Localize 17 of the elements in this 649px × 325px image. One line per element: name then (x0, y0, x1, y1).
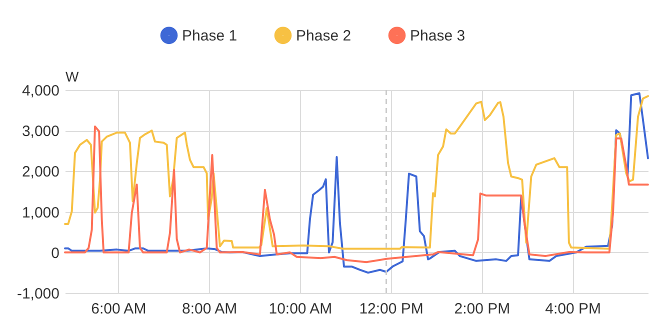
y-tick-label: 1,000 (22, 204, 60, 222)
x-tick-label: 4:00 PM (545, 300, 602, 318)
line-series (64, 126, 649, 264)
y-tick-label: 4,000 (22, 82, 60, 100)
x-tick-label: 8:00 AM (182, 300, 238, 318)
legend-label: Phase 3 (410, 27, 466, 44)
x-tick-label: 12:00 PM (359, 300, 424, 318)
y-axis-title: W (66, 68, 80, 84)
y-tick-label: 2,000 (22, 164, 60, 181)
x-tick-label: 2:00 PM (454, 300, 510, 318)
x-tick-label: 6:00 AM (91, 300, 146, 318)
y-tick-label: -1,000 (16, 286, 60, 302)
y-tick-label: 3,000 (22, 123, 60, 140)
x-tick-label: 10:00 AM (268, 300, 332, 318)
legend-label: Phase 2 (296, 27, 352, 44)
legend-label: Phase 1 (182, 27, 238, 44)
y-tick-label: 0 (51, 244, 60, 262)
